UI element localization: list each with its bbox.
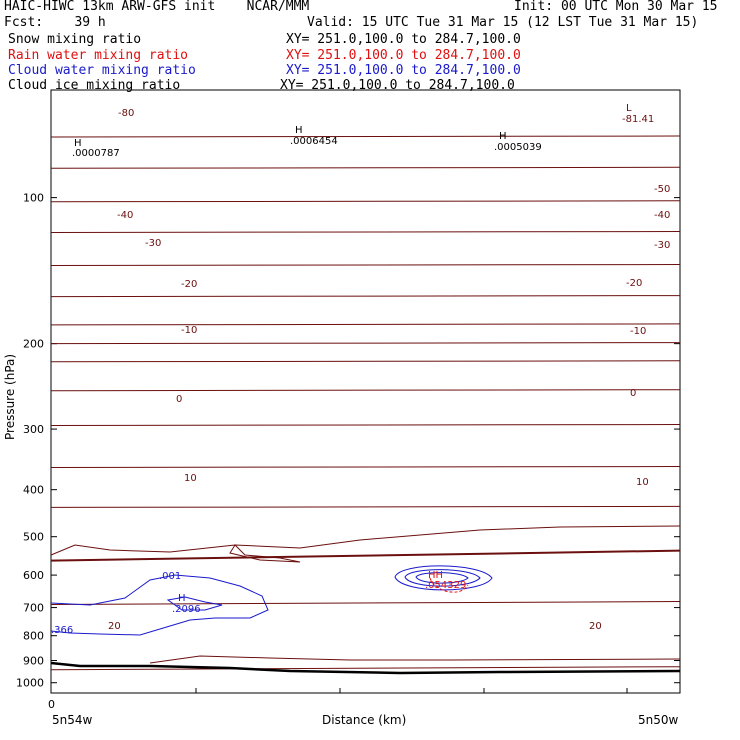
temperature-contour-line: [50, 549, 681, 562]
temperature-contour-line: [50, 166, 681, 169]
max-marker-rain: HH: [428, 570, 443, 581]
temperature-contour-line: [50, 360, 681, 363]
contour-label-m10-left: -10: [181, 325, 197, 336]
temperature-contour-line: [50, 505, 681, 508]
y-tick-label: 700: [23, 602, 44, 615]
x-axis-label: Distance (km): [322, 713, 406, 727]
rain-water-contour: [429, 577, 469, 593]
field-cloudice-xy: XY= 251.0,100.0 to 284.7,100.0: [280, 78, 515, 93]
max-marker-2: H: [295, 125, 303, 136]
contour-label-min: -81.41: [622, 114, 654, 125]
contour-label-m20-left: -20: [181, 279, 197, 290]
header-line1-left: HAIC-HIWC 13km ARW-GFS init NCAR/MMM: [4, 0, 310, 14]
max-value-3: .0005039: [494, 142, 542, 153]
x-start-label: 5n54w: [52, 713, 93, 727]
y-tick-label: 100: [23, 192, 44, 205]
temperature-contour-line: [50, 135, 681, 138]
y-tick-label: 600: [23, 569, 44, 582]
contour-label-m30-right: -30: [654, 240, 670, 251]
field-snow-name: Snow mixing ratio: [8, 32, 142, 47]
max-value-cloud: .2096: [172, 604, 201, 615]
y-tick-label: 500: [23, 531, 44, 544]
temp-contour-lower: [149, 655, 681, 664]
temperature-contour-line: [50, 231, 681, 233]
temperature-contours: [50, 135, 681, 671]
cloud-water-contour: [50, 574, 269, 636]
field-rain-xy: XY= 251.0,100.0 to 284.7,100.0: [286, 48, 521, 63]
max-value-1: .0000787: [72, 148, 120, 159]
y-tick-label: 200: [23, 338, 44, 351]
temperature-contour-line: [50, 323, 681, 326]
edge-value-label: .366: [51, 625, 73, 636]
temperature-contour-line: [50, 200, 681, 203]
cloud-water-ring-1: [394, 565, 493, 591]
contour-label-10-left: 10: [184, 473, 197, 484]
ground-surface-line: [50, 661, 681, 675]
temperature-contour-line: [50, 601, 681, 605]
y-axis-label: Pressure (hPa): [3, 354, 17, 440]
contour-label-m30-left: -30: [145, 238, 161, 249]
temperature-contour-line: [50, 389, 681, 392]
y-tick-label: 1000: [16, 677, 44, 690]
field-rain-name: Rain water mixing ratio: [8, 48, 189, 63]
field-cloudice-name: Cloud ice mixing ratio: [8, 78, 181, 93]
plot-frame: [50, 89, 681, 694]
temp-contour-wavy-2: [229, 544, 301, 563]
contour-label-0-right: 0: [630, 388, 636, 399]
field-cloudwater-name: Cloud water mixing ratio: [8, 63, 196, 78]
header-line1-right: Init: 00 UTC Mon 30 Mar 15: [514, 0, 718, 14]
contour-label-low: L: [626, 103, 632, 114]
temperature-contour-line: [50, 295, 681, 298]
cloud-contour-label: .001: [159, 571, 181, 582]
contour-label-m10-right: -10: [630, 326, 646, 337]
contour-label-m20-right: -20: [626, 278, 642, 289]
y-tick-label: 800: [23, 630, 44, 643]
cloud-water-inner: [166, 596, 223, 611]
temperature-contour-line: [50, 342, 681, 345]
field-cloudwater-xy: XY= 251.0,100.0 to 284.7,100.0: [286, 63, 521, 78]
y-tick-label: 300: [23, 423, 44, 436]
contour-label-m40-left: -40: [117, 210, 133, 221]
contour-label-m80: -80: [118, 108, 134, 119]
max-marker-1: H: [74, 138, 82, 149]
contour-label-10-right: 10: [636, 477, 649, 488]
temperature-contour-line: [50, 666, 681, 671]
field-snow-xy: XY= 251.0,100.0 to 284.7,100.0: [286, 32, 521, 47]
contour-label-m50: -50: [654, 184, 670, 195]
x-end-label: 5n50w: [638, 713, 679, 727]
temperature-contour-line: [50, 264, 681, 266]
contour-label-0-left: 0: [176, 394, 182, 405]
contour-label-20-left: 20: [108, 621, 121, 632]
temperature-contour-line: [50, 424, 681, 426]
header-line2-left: Fcst: 39 h: [4, 15, 106, 30]
max-value-rain: .054329: [425, 580, 466, 591]
contour-label-20-right: 20: [589, 621, 602, 632]
x-tick-label-0: 0: [48, 698, 55, 711]
max-marker-3: H: [499, 131, 507, 142]
header-line2-right: Valid: 15 UTC Tue 31 Mar 15 (12 LST Tue …: [307, 15, 699, 30]
temp-contour-wavy-1: [50, 525, 681, 556]
max-marker-cloud: H: [178, 593, 186, 604]
contour-label-m40-right: -40: [654, 210, 670, 221]
temperature-contour-line: [50, 466, 681, 468]
y-tick-label: 900: [23, 655, 44, 668]
cloud-water-ring-3: [415, 572, 469, 584]
y-tick-label: 400: [23, 484, 44, 497]
cloud-water-ring-2: [404, 569, 481, 587]
max-value-2: .0006454: [290, 136, 338, 147]
